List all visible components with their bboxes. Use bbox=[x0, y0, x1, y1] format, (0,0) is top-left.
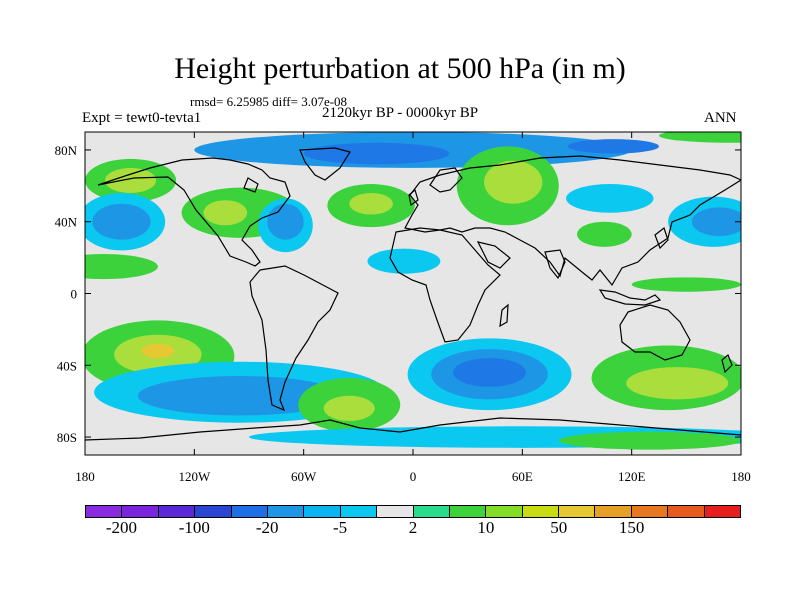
anomaly-region-atlantic-high bbox=[349, 193, 393, 215]
colorbar-label: -5 bbox=[333, 518, 348, 537]
colorbar-cell bbox=[304, 506, 341, 517]
lat-tick-label: 40S bbox=[57, 358, 77, 373]
colorbar-cell bbox=[377, 506, 414, 517]
colorbar-cell bbox=[231, 506, 268, 517]
colorbar-label: 2 bbox=[408, 518, 418, 537]
colorbar-cell bbox=[413, 506, 450, 517]
colorbar-cell bbox=[595, 506, 632, 517]
anomaly-region-s-pacific-high-core bbox=[141, 343, 175, 359]
colorbar-label: -200 bbox=[105, 518, 138, 537]
colorbar bbox=[85, 505, 741, 518]
anomaly-region-china-high bbox=[577, 221, 632, 247]
lon-tick-label: 60E bbox=[512, 469, 533, 484]
anomaly-region-south-indian-low-core bbox=[453, 358, 526, 387]
lon-tick-label: 0 bbox=[410, 469, 417, 484]
longitude-ticks: 180 120W 60W 0 60E 120E 180 bbox=[75, 132, 751, 484]
colorbar-cell bbox=[486, 506, 523, 517]
anomaly-region-n-pacific-low bbox=[92, 203, 151, 240]
colorbar-cell bbox=[522, 506, 560, 517]
anomaly-region-w-pacific-low bbox=[691, 207, 741, 237]
colorbar-cell bbox=[267, 506, 305, 517]
anomaly-region-subtropical-north-band bbox=[85, 254, 158, 280]
anomaly-region-asia-low-core bbox=[567, 139, 659, 154]
lat-tick-label: 0 bbox=[71, 287, 78, 302]
anomaly-region-eurasia-high bbox=[484, 160, 543, 204]
anomaly-region-s-australia-high bbox=[626, 367, 729, 400]
anomaly-region-antarctic-high-east bbox=[558, 431, 741, 450]
colorbar-cell bbox=[631, 506, 669, 517]
rmsd-diff-stats: rmsd= 6.25985 diff= 3.07e-08 bbox=[190, 94, 348, 109]
colorbar-cell bbox=[449, 506, 487, 517]
colorbar-labels: -200 -100 -20 -5 2 10 50 150 bbox=[85, 518, 741, 542]
lat-tick-label: 40N bbox=[55, 215, 78, 230]
colorbar-label: -100 bbox=[178, 518, 210, 537]
colorbar-cell bbox=[704, 506, 741, 517]
season-label: ANN bbox=[704, 110, 737, 126]
anomaly-region-arctic-ring-high bbox=[659, 132, 741, 143]
lon-tick-label: 120E bbox=[618, 469, 646, 484]
plot-title: Height perturbation at 500 hPa (in m) bbox=[174, 52, 626, 85]
lat-tick-label: 80N bbox=[55, 143, 78, 158]
lon-tick-label: 60W bbox=[291, 469, 317, 484]
colorbar-cell bbox=[122, 506, 159, 517]
colorbar-cell bbox=[158, 506, 196, 517]
anomaly-region-sahara-low bbox=[367, 248, 441, 274]
anomaly-region-s-atlantic-high bbox=[323, 395, 375, 421]
anomaly-region-n-pacific-high bbox=[105, 167, 157, 194]
colorbar-cell bbox=[340, 506, 378, 517]
lon-tick-label: 120W bbox=[178, 469, 211, 484]
colorbar-cell bbox=[195, 506, 232, 517]
lon-tick-label: 180 bbox=[75, 469, 95, 484]
anomaly-region-equatorial-east-band bbox=[631, 277, 741, 292]
anomaly-region-n-america-high bbox=[203, 200, 248, 226]
time-period-label: 2120kyr BP - 0000kyr BP bbox=[322, 105, 479, 121]
anomaly-region-siberia-low bbox=[566, 184, 654, 213]
colorbar-label: 10 bbox=[477, 518, 495, 537]
lat-tick-label: 80S bbox=[57, 430, 77, 445]
colorbar-cell bbox=[559, 506, 596, 517]
anomaly-region-n-atlantic-low bbox=[267, 203, 304, 240]
coastlines bbox=[85, 147, 741, 441]
lon-tick-label: 180 bbox=[731, 469, 751, 484]
colorbar-label: -20 bbox=[255, 518, 279, 537]
latitude-ticks: 80N 40N 0 40S 80S bbox=[55, 143, 741, 445]
colorbar-label: 50 bbox=[550, 518, 568, 537]
experiment-label: Expt = tewt0-tevta1 bbox=[82, 110, 202, 126]
anomaly-region-north-polar-low-core bbox=[303, 142, 450, 165]
colorbar-cell bbox=[668, 506, 705, 517]
anomaly-region-south-low-west bbox=[137, 376, 342, 416]
colorbar-label: 150 bbox=[618, 518, 645, 537]
colorbar-cell bbox=[86, 506, 123, 517]
